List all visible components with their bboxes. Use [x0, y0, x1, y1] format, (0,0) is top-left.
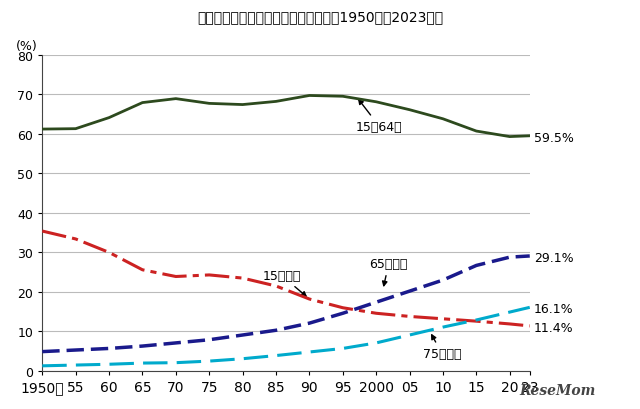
Text: ReseMom: ReseMom	[519, 383, 595, 397]
Text: 15～64歳: 15～64歳	[356, 101, 403, 134]
Text: 図３　年齢区分別人口の割合の推移（1950年～2023年）: 図３ 年齢区分別人口の割合の推移（1950年～2023年）	[197, 10, 443, 24]
Text: 65歳以上: 65歳以上	[369, 258, 408, 286]
Text: 15歳未満: 15歳未満	[262, 270, 306, 297]
Text: 75歳以上: 75歳以上	[423, 335, 461, 360]
Text: (%): (%)	[15, 40, 37, 52]
